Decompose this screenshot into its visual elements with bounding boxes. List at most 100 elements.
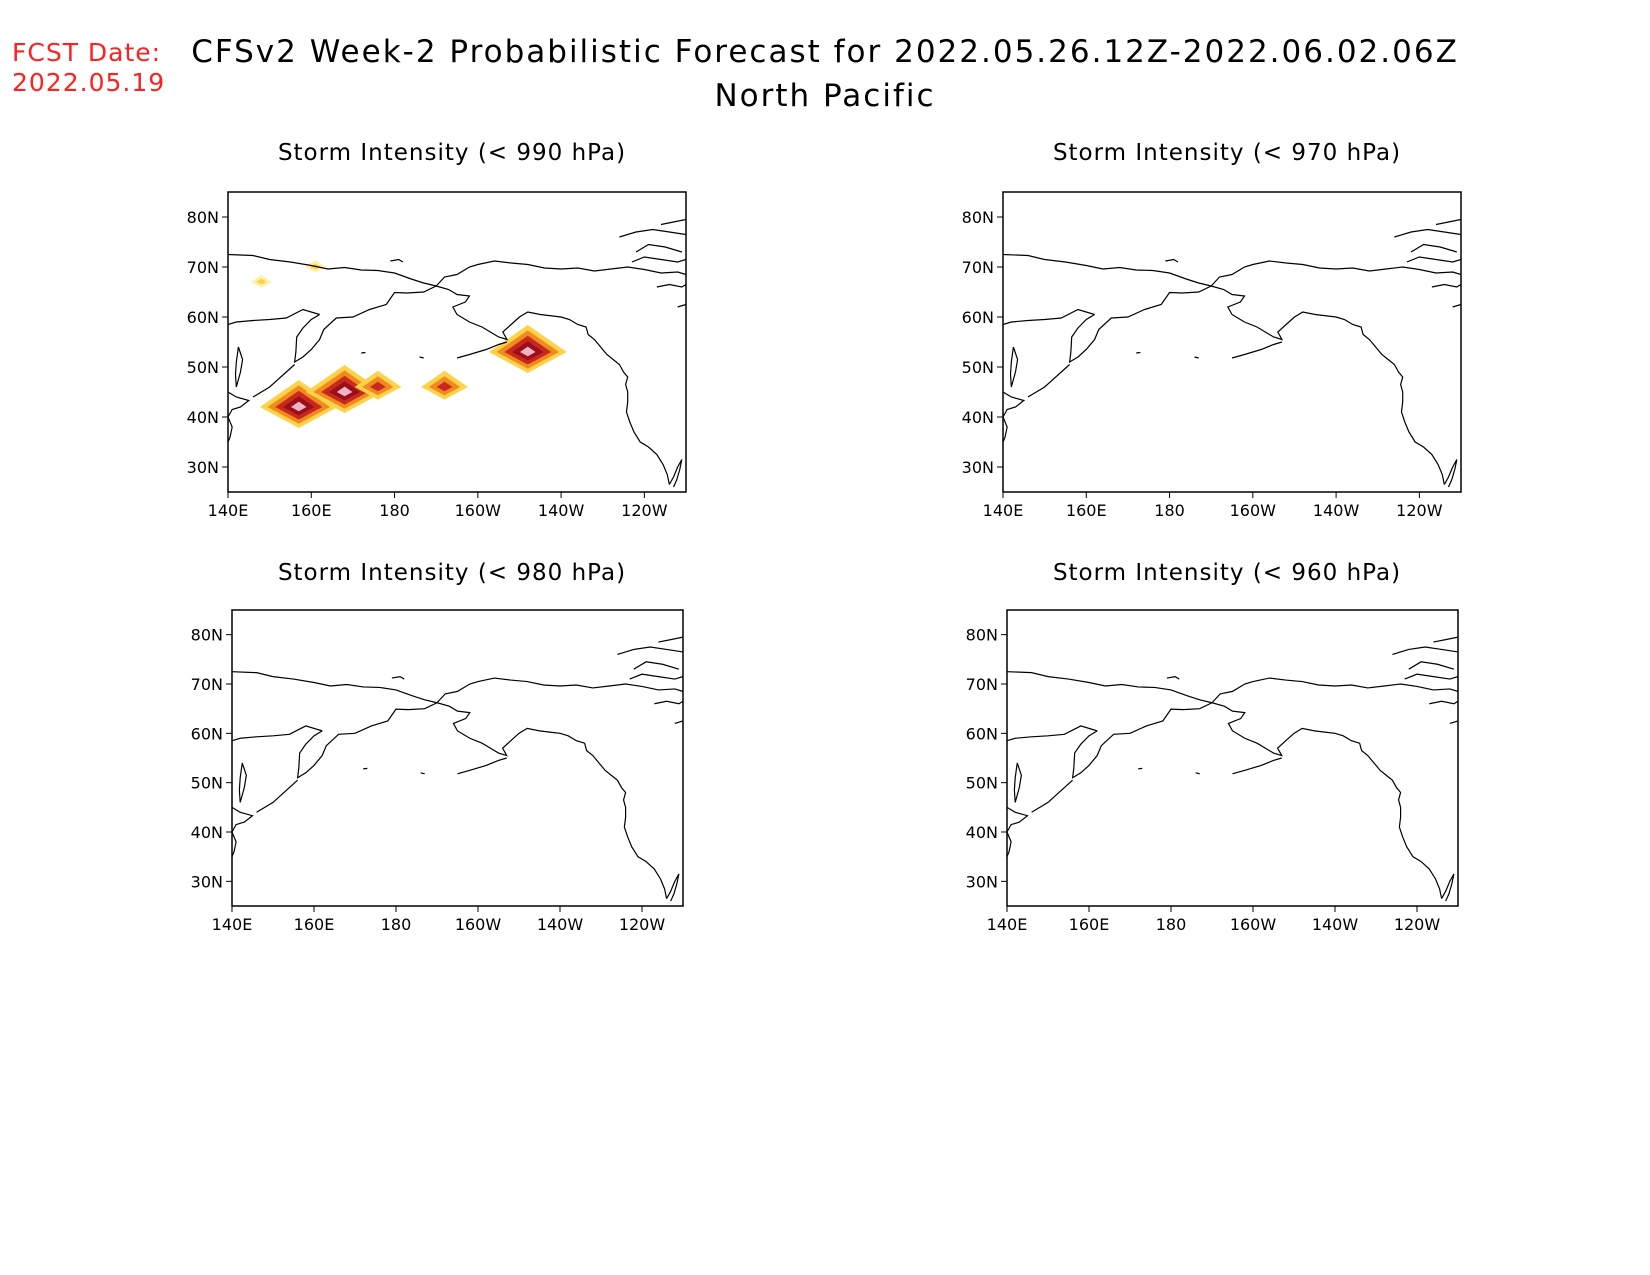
lon-tick-label: 180 bbox=[379, 501, 410, 520]
lat-tick-label: 60N bbox=[191, 724, 223, 743]
map-canvas: 140E 160E 180 160W 140W 120W 80N 70N 60N 50N 40N 30… bbox=[962, 191, 1462, 520]
coastline bbox=[1003, 308, 1095, 326]
coastline bbox=[293, 285, 437, 364]
coastline bbox=[1007, 725, 1098, 742]
map-panel-980: Storm Intensity (< 980 hPa) 140E 160E 180 1… bbox=[170, 560, 710, 950]
panel-title: Storm Intensity (< 970 hPa) bbox=[1052, 140, 1402, 166]
lat-tick-label: 30N bbox=[187, 458, 219, 477]
figure-title-block: CFSv2 Week-2 Probabilistic Forecast for … bbox=[140, 30, 1510, 118]
lat-tick-label: 60N bbox=[962, 308, 994, 327]
probability-contour bbox=[519, 346, 536, 357]
coastline bbox=[1210, 260, 1461, 287]
lat-tick-label: 70N bbox=[966, 675, 998, 694]
coastline bbox=[1435, 218, 1461, 226]
lon-tick-label: 160E bbox=[1066, 501, 1107, 520]
lon-tick-label: 160E bbox=[291, 501, 332, 520]
map-canvas: 140E 160E 180 160W 140W 120W 80N 70N 60N 50N 40N 30… bbox=[966, 609, 1459, 934]
coastline bbox=[1003, 253, 1212, 287]
coastline bbox=[1443, 459, 1458, 488]
coastline bbox=[1194, 356, 1199, 359]
coastline bbox=[232, 725, 323, 742]
probability-contour bbox=[256, 278, 267, 285]
coastline bbox=[296, 702, 438, 779]
figure-title: CFSv2 Week-2 Probabilistic Forecast for … bbox=[191, 34, 1459, 70]
coastline bbox=[391, 675, 405, 680]
lat-tick-label: 80N bbox=[187, 208, 219, 227]
coastline bbox=[1166, 675, 1180, 680]
coastline bbox=[420, 772, 425, 775]
coastline bbox=[635, 243, 683, 253]
coastline bbox=[1071, 702, 1213, 779]
map-frame bbox=[1002, 191, 1462, 493]
coastline bbox=[390, 258, 404, 263]
coastline bbox=[1003, 391, 1026, 443]
lat-tick-label: 40N bbox=[187, 408, 219, 427]
map-canvas: 140E 160E 180 160W 140W 120W 80N 70N 60N 50N 40N 30… bbox=[191, 609, 684, 934]
coastline bbox=[660, 218, 686, 226]
panel-title: Storm Intensity (< 990 hPa) bbox=[277, 140, 627, 166]
coastline bbox=[633, 661, 680, 670]
lon-tick-label: 160E bbox=[1069, 915, 1110, 934]
coastline bbox=[457, 757, 507, 775]
forecast-date-value: 2022.05.19 bbox=[12, 68, 166, 97]
coastline bbox=[361, 351, 366, 354]
coastline bbox=[1408, 661, 1455, 670]
coastline bbox=[252, 364, 296, 398]
lat-tick-label: 50N bbox=[962, 358, 994, 377]
coastline bbox=[1068, 285, 1212, 364]
coastline bbox=[1136, 351, 1141, 354]
lat-tick-label: 80N bbox=[191, 626, 223, 645]
lon-tick-label: 140W bbox=[1313, 501, 1360, 520]
coastline bbox=[629, 673, 683, 680]
map-frame bbox=[1006, 609, 1459, 907]
coastline bbox=[1195, 772, 1200, 775]
coastline bbox=[1013, 762, 1022, 803]
coastline bbox=[677, 303, 686, 308]
coastline bbox=[674, 720, 683, 725]
coastline bbox=[666, 873, 680, 902]
map-frame bbox=[231, 609, 684, 907]
lon-tick-label: 180 bbox=[1156, 915, 1187, 934]
probability-contour bbox=[290, 401, 307, 412]
lat-tick-label: 50N bbox=[191, 774, 223, 793]
lat-tick-label: 80N bbox=[962, 208, 994, 227]
lon-tick-label: 180 bbox=[1154, 501, 1185, 520]
lat-tick-label: 70N bbox=[962, 258, 994, 277]
lon-tick-label: 140E bbox=[212, 915, 253, 934]
coastline bbox=[1165, 258, 1179, 263]
lon-tick-label: 120W bbox=[621, 501, 668, 520]
lon-tick-label: 140W bbox=[538, 501, 585, 520]
coastline bbox=[1232, 757, 1282, 775]
coastline bbox=[1007, 806, 1029, 857]
coastline bbox=[435, 260, 686, 287]
lon-tick-label: 120W bbox=[1396, 501, 1443, 520]
panel-title: Storm Intensity (< 980 hPa) bbox=[277, 560, 627, 586]
coastline bbox=[1009, 346, 1019, 388]
coastline bbox=[232, 671, 438, 704]
lat-tick-label: 80N bbox=[966, 626, 998, 645]
coastline bbox=[1211, 285, 1445, 485]
coastline bbox=[1231, 341, 1283, 359]
map-canvas: 140E 160E 180 160W 140W 120W 80N 70N 60N 50N 40N 30… bbox=[187, 191, 687, 520]
coastline bbox=[619, 228, 686, 238]
coastline bbox=[456, 341, 508, 359]
coastline bbox=[419, 356, 424, 359]
lon-tick-label: 140E bbox=[987, 915, 1028, 934]
coastline bbox=[436, 285, 670, 485]
map-frame bbox=[227, 191, 687, 493]
coastline bbox=[631, 256, 686, 263]
lon-tick-label: 140E bbox=[983, 501, 1024, 520]
lon-tick-label: 120W bbox=[1394, 915, 1441, 934]
coastline bbox=[232, 806, 254, 857]
coastline bbox=[617, 646, 683, 655]
coastline bbox=[228, 391, 251, 443]
coastline bbox=[234, 346, 244, 388]
lat-tick-label: 30N bbox=[191, 872, 223, 891]
coastline bbox=[1441, 873, 1455, 902]
panel-title: Storm Intensity (< 960 hPa) bbox=[1052, 560, 1402, 586]
coastline bbox=[1027, 364, 1071, 398]
probability-contour bbox=[370, 381, 386, 392]
coastline bbox=[1410, 243, 1458, 253]
coastline bbox=[1211, 677, 1458, 704]
coastline bbox=[256, 779, 299, 813]
